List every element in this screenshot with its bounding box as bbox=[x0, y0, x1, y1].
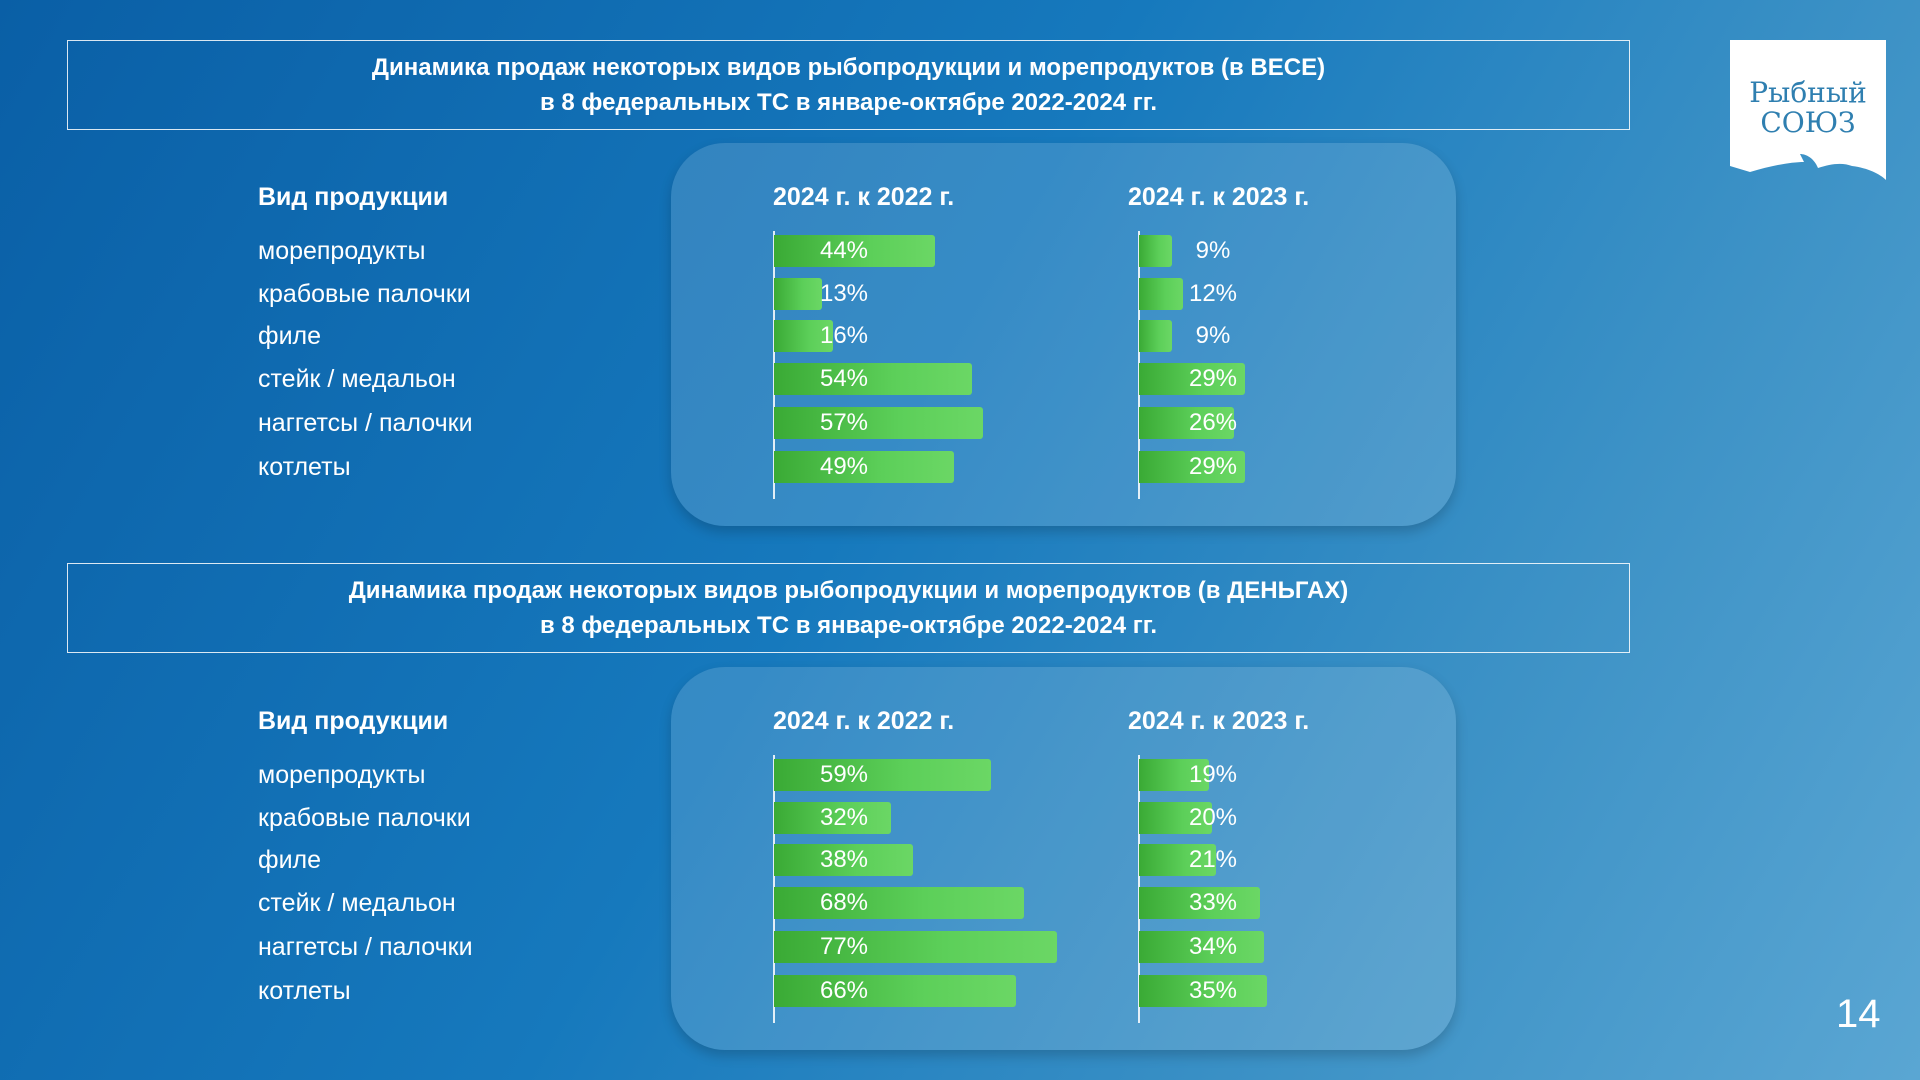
chart-2-bar-series-1 bbox=[774, 802, 892, 834]
chart-1-series-2-header: 2024 г. к 2023 г. bbox=[1128, 183, 1310, 211]
chart-2-bar-label-series-1: 59% bbox=[819, 761, 869, 788]
chart-2-bar-label-series-1: 32% bbox=[819, 804, 869, 831]
chart-2-bar-label-series-1: 66% bbox=[819, 977, 869, 1004]
chart-1-category-label: котлеты bbox=[258, 453, 351, 481]
chart-2-series-2-header: 2024 г. к 2023 г. bbox=[1128, 707, 1310, 735]
chart-2-category-label: крабовые палочки bbox=[258, 804, 471, 832]
chart-1-title-box: Динамика продаж некоторых видов рыбопрод… bbox=[67, 40, 1630, 130]
chart-1-bar-series-1 bbox=[774, 363, 973, 395]
chart-2-bar-series-1 bbox=[774, 975, 1017, 1007]
chart-2-bar-label-series-2: 33% bbox=[1188, 889, 1238, 916]
chart-2-bar-series-1 bbox=[774, 887, 1024, 919]
chart-2-bar-series-2 bbox=[1139, 802, 1213, 834]
chart-1-bar-series-2 bbox=[1139, 320, 1173, 352]
chart-1-title-line-2: в 8 федеральных ТС в январе-октябре 2022… bbox=[539, 89, 1158, 116]
chart-1-bar-series-2 bbox=[1139, 363, 1246, 395]
chart-2-bar-label-series-2: 20% bbox=[1188, 804, 1238, 831]
chart-2-bar-label-series-1: 38% bbox=[819, 846, 869, 873]
chart-2-category-header: Вид продукции bbox=[258, 707, 449, 735]
chart-1-bar-series-1 bbox=[774, 320, 833, 352]
chart-1-bar-label-series-2: 26% bbox=[1188, 409, 1238, 436]
chart-2-bar-series-2 bbox=[1139, 844, 1217, 876]
chart-2-bar-label-series-2: 21% bbox=[1188, 846, 1238, 873]
chart-2-bar-label-series-2: 34% bbox=[1188, 933, 1238, 960]
chart-2-bar-series-2 bbox=[1139, 975, 1268, 1007]
chart-1-bar-label-series-1: 13% bbox=[819, 280, 869, 307]
chart-1-bar-label-series-1: 57% bbox=[819, 409, 869, 436]
chart-2-series-1-header: 2024 г. к 2022 г. bbox=[773, 707, 955, 735]
chart-1-category-header: Вид продукции bbox=[258, 183, 449, 211]
chart-1-category-label: морепродукты bbox=[258, 237, 426, 265]
chart-1-bar-series-1 bbox=[774, 451, 954, 483]
chart-2-bar-series-2 bbox=[1139, 887, 1261, 919]
chart-1-bar-label-series-1: 49% bbox=[819, 453, 869, 480]
chart-1-category-label: филе bbox=[258, 322, 322, 350]
chart-1-bar-series-1 bbox=[774, 278, 822, 310]
chart-1-bar-label-series-2: 9% bbox=[1195, 322, 1231, 349]
chart-1-bar-series-2 bbox=[1139, 235, 1173, 267]
chart-1-bar-label-series-2: 9% bbox=[1195, 237, 1231, 264]
chart-2-title-line-1: Динамика продаж некоторых видов рыбопрод… bbox=[348, 577, 1349, 604]
chart-2-title-line-2: в 8 федеральных ТС в январе-октябре 2022… bbox=[539, 612, 1158, 639]
chart-2-bar-label-series-2: 19% bbox=[1188, 761, 1238, 788]
chart-1-bar-label-series-2: 29% bbox=[1188, 453, 1238, 480]
chart-2-bar-series-2 bbox=[1139, 759, 1209, 791]
page-number: 14 bbox=[1836, 992, 1881, 1036]
logo: Рыбный СОЮЗ bbox=[1730, 40, 1886, 180]
chart-2-category-label: стейк / медальон bbox=[258, 889, 456, 917]
chart-1-series-1-header: 2024 г. к 2022 г. bbox=[773, 183, 955, 211]
chart-2-bar-label-series-1: 77% bbox=[819, 933, 869, 960]
chart-2-category-label: филе bbox=[258, 846, 322, 874]
chart-2-bar-series-1 bbox=[774, 931, 1057, 963]
chart-2-title-box: Динамика продаж некоторых видов рыбопрод… bbox=[67, 563, 1630, 653]
chart-1-bar-label-series-1: 44% bbox=[819, 237, 869, 264]
chart-1-bar-series-2 bbox=[1139, 451, 1246, 483]
chart-2-bar-label-series-2: 35% bbox=[1188, 977, 1238, 1004]
chart-2-bar-series-2 bbox=[1139, 931, 1264, 963]
chart-1-title-line-1: Динамика продаж некоторых видов рыбопрод… bbox=[371, 54, 1326, 81]
logo-text-line-2: СОЮЗ bbox=[1760, 106, 1856, 139]
chart-1-bar-label-series-2: 29% bbox=[1188, 365, 1238, 392]
chart-2-bar-series-1 bbox=[774, 759, 991, 791]
chart-1-category-label: наггетсы / палочки bbox=[258, 409, 473, 437]
chart-1-bar-series-1 bbox=[774, 407, 984, 439]
chart-2-category-label: морепродукты bbox=[258, 761, 426, 789]
chart-2-category-label: наггетсы / палочки bbox=[258, 933, 473, 961]
logo-flag-icon bbox=[1730, 40, 1886, 180]
chart-2-bar-series-1 bbox=[774, 844, 914, 876]
chart-1-bar-series-2 bbox=[1139, 278, 1184, 310]
chart-1-bar-series-2 bbox=[1139, 407, 1235, 439]
chart-2-bar-label-series-1: 68% bbox=[819, 889, 869, 916]
chart-1-bar-series-1 bbox=[774, 235, 936, 267]
chart-1-bar-label-series-2: 12% bbox=[1188, 280, 1238, 307]
chart-1-bar-label-series-1: 54% bbox=[819, 365, 869, 392]
logo-text-line-1: Рыбный bbox=[1749, 76, 1867, 109]
chart-1-bar-label-series-1: 16% bbox=[819, 322, 869, 349]
chart-1-category-label: стейк / медальон bbox=[258, 365, 456, 393]
chart-1-category-label: крабовые палочки bbox=[258, 280, 471, 308]
chart-2-category-label: котлеты bbox=[258, 977, 351, 1005]
